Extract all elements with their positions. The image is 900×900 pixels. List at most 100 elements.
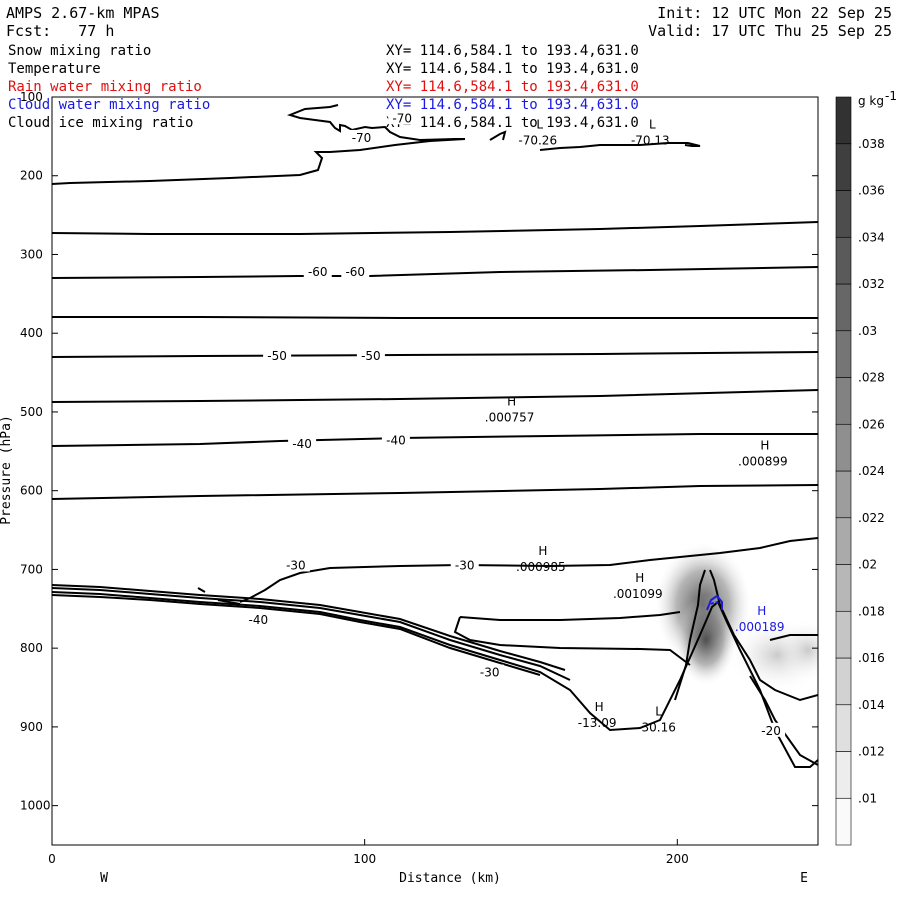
contour-label-bg [450,557,479,572]
colorbar-tick-label: .018 [858,604,885,618]
colorbar-unit-exponent: -1 [885,89,897,103]
extremum-value: -30.16 [637,721,676,735]
contour-label: -70 [352,131,372,145]
field-xy-range: XY= 114.6,584.1 to 193.4,631.0 [386,97,639,113]
contour-line [769,634,818,641]
contour-label: -60 [345,265,365,279]
field-name: Snow mixing ratio [8,43,152,59]
y-tick-label: 700 [20,562,43,576]
colorbar-tick-label: .026 [858,417,885,431]
east-label: E [800,871,808,886]
field-xy-range: XY= 114.6,584.1 to 193.4,631.0 [386,79,639,95]
colorbar-swatch [835,283,852,332]
contour-label-bg [303,263,332,278]
colorbar-swatch [835,610,852,659]
colorbar-tick-label: .01 [858,791,877,805]
colorbar-unit: g kg [858,94,884,108]
extremum-marker: H [760,439,769,453]
colorbar-swatch [835,704,852,752]
contour-line [52,266,818,279]
colorbar-tick-label: .038 [858,137,885,151]
terrain-line [52,591,818,768]
contour-line [453,616,691,666]
extremum-value: -70.13 [631,133,670,147]
y-tick-label: 100 [20,90,43,104]
y-tick-label: 900 [20,720,43,734]
contour-label: -60 [308,265,328,279]
extremum-marker: H [595,700,604,714]
colorbar: .01 .012 .014 .016 .018 .02 .022 .024 .026 .028 .0… [835,89,897,846]
contour-line [52,221,818,235]
extremum-value: .000757 [485,411,535,425]
contour-label: -40 [249,613,269,627]
contour-label: -50 [267,349,287,363]
field-xy-range: XY= 114.6,584.1 to 193.4,631.0 [386,61,639,77]
colorbar-swatch [835,751,852,799]
colorbar-tick-label: .032 [858,277,885,291]
contour-label: -70 [392,111,412,125]
colorbar-swatch [835,423,852,472]
y-tick-label: 200 [20,169,43,183]
x-tick-label: 100 [353,852,376,866]
y-tick-label: 800 [20,641,43,655]
field-name: Rain water mixing ratio [8,79,202,95]
contour-line [709,569,818,702]
x-tick-label: 200 [666,852,689,866]
extremum-marker: H [635,571,644,585]
colorbar-tick-label: .024 [858,464,885,478]
field-name: Temperature [8,61,101,77]
field-xy-range: XY= 114.6,584.1 to 193.4,631.0 [386,43,639,59]
contour-line [217,599,241,605]
terrain-line [52,584,566,671]
colorbar-swatch [835,96,852,145]
model-title: AMPS 2.67-km MPAS [6,4,160,22]
colorbar-tick-label: .012 [858,745,885,759]
colorbar-tick-label: .028 [858,371,885,385]
colorbar-swatch [835,564,852,612]
valid-time: Valid: 17 UTC Thu 25 Sep 25 [648,22,892,40]
colorbar-swatch [835,797,852,846]
cloud-water-line [706,594,723,611]
contour-line [52,104,466,185]
colorbar-swatch [835,377,852,425]
extremum-marker: H [757,604,766,618]
extremum-marker: L [655,705,662,719]
contour-label-bg [281,557,310,572]
contour-line [539,142,701,151]
colorbar-swatch [835,470,852,519]
contour-label-bg [381,432,410,447]
extremum-marker: H [538,544,547,558]
y-tick-label: 400 [20,326,43,340]
y-tick-label: 600 [20,484,43,498]
init-time: Init: 12 UTC Mon 22 Sep 25 [657,4,892,22]
contour-line [52,351,818,358]
contour-label-bg [341,263,370,278]
extremum-value: -13.09 [578,716,617,730]
contour-label-bg [757,722,786,737]
contour-line [52,389,818,403]
terrain-line [52,594,541,676]
contour-label-bg [475,664,504,679]
x-tick-label: 0 [48,852,56,866]
contour-labels: -70 -70 -60 -60 -50 -50 -40 -40 -30 -30 -40 -30 -20 [244,110,786,738]
contour-label: -20 [761,724,781,738]
contour-label: -40 [386,433,406,447]
forecast-hour: Fcst: 77 h [6,22,115,40]
contour-line [197,587,206,593]
temperature-contours [52,104,818,766]
contour-label: -30 [455,558,475,572]
x-axis-title: Distance (km) [399,871,501,886]
extremum-marker: L [649,117,656,131]
extremum-marker: L [536,117,543,131]
cloud-water-line [710,600,721,605]
field-xy-range: XY= 114.6,584.1 to 193.4,631.0 [386,115,639,131]
extremum-marker: H [507,395,516,409]
contour-line [52,316,818,319]
colorbar-swatch [835,143,852,191]
colorbar-swatch [835,236,852,285]
colorbar-swatch [835,190,852,238]
contour-label-bg [356,348,385,363]
snow-mixing-shading [655,543,818,693]
extremum-value: .001099 [613,587,663,601]
contour-line [239,537,818,603]
